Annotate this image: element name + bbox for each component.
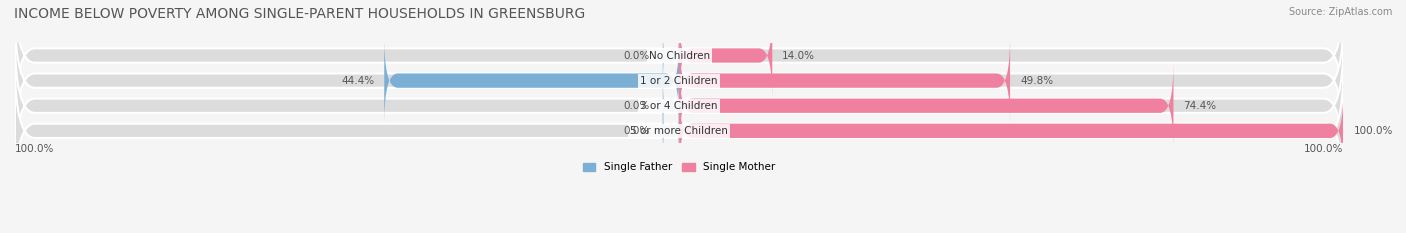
- Text: INCOME BELOW POVERTY AMONG SINGLE-PARENT HOUSEHOLDS IN GREENSBURG: INCOME BELOW POVERTY AMONG SINGLE-PARENT…: [14, 7, 585, 21]
- Text: No Children: No Children: [648, 51, 710, 61]
- FancyBboxPatch shape: [679, 88, 1344, 174]
- Text: 3 or 4 Children: 3 or 4 Children: [641, 101, 718, 111]
- Text: 100.0%: 100.0%: [15, 144, 55, 154]
- Text: 100.0%: 100.0%: [1354, 126, 1393, 136]
- FancyBboxPatch shape: [15, 12, 1344, 149]
- Text: 44.4%: 44.4%: [342, 76, 374, 86]
- Text: 49.8%: 49.8%: [1019, 76, 1053, 86]
- Text: 0.0%: 0.0%: [623, 51, 650, 61]
- Legend: Single Father, Single Mother: Single Father, Single Mother: [579, 158, 780, 176]
- FancyBboxPatch shape: [15, 63, 1344, 199]
- FancyBboxPatch shape: [384, 38, 679, 124]
- Text: 1 or 2 Children: 1 or 2 Children: [641, 76, 718, 86]
- FancyBboxPatch shape: [15, 38, 1344, 174]
- Text: 0.0%: 0.0%: [623, 101, 650, 111]
- FancyBboxPatch shape: [679, 38, 1010, 124]
- FancyBboxPatch shape: [662, 100, 679, 161]
- FancyBboxPatch shape: [679, 12, 772, 99]
- FancyBboxPatch shape: [679, 63, 1174, 149]
- Text: 74.4%: 74.4%: [1184, 101, 1216, 111]
- FancyBboxPatch shape: [662, 75, 679, 136]
- FancyBboxPatch shape: [15, 0, 1344, 124]
- Text: 0.0%: 0.0%: [623, 126, 650, 136]
- Text: 100.0%: 100.0%: [1305, 144, 1344, 154]
- Text: 5 or more Children: 5 or more Children: [630, 126, 728, 136]
- Text: 14.0%: 14.0%: [782, 51, 815, 61]
- Text: Source: ZipAtlas.com: Source: ZipAtlas.com: [1288, 7, 1392, 17]
- FancyBboxPatch shape: [662, 25, 679, 86]
